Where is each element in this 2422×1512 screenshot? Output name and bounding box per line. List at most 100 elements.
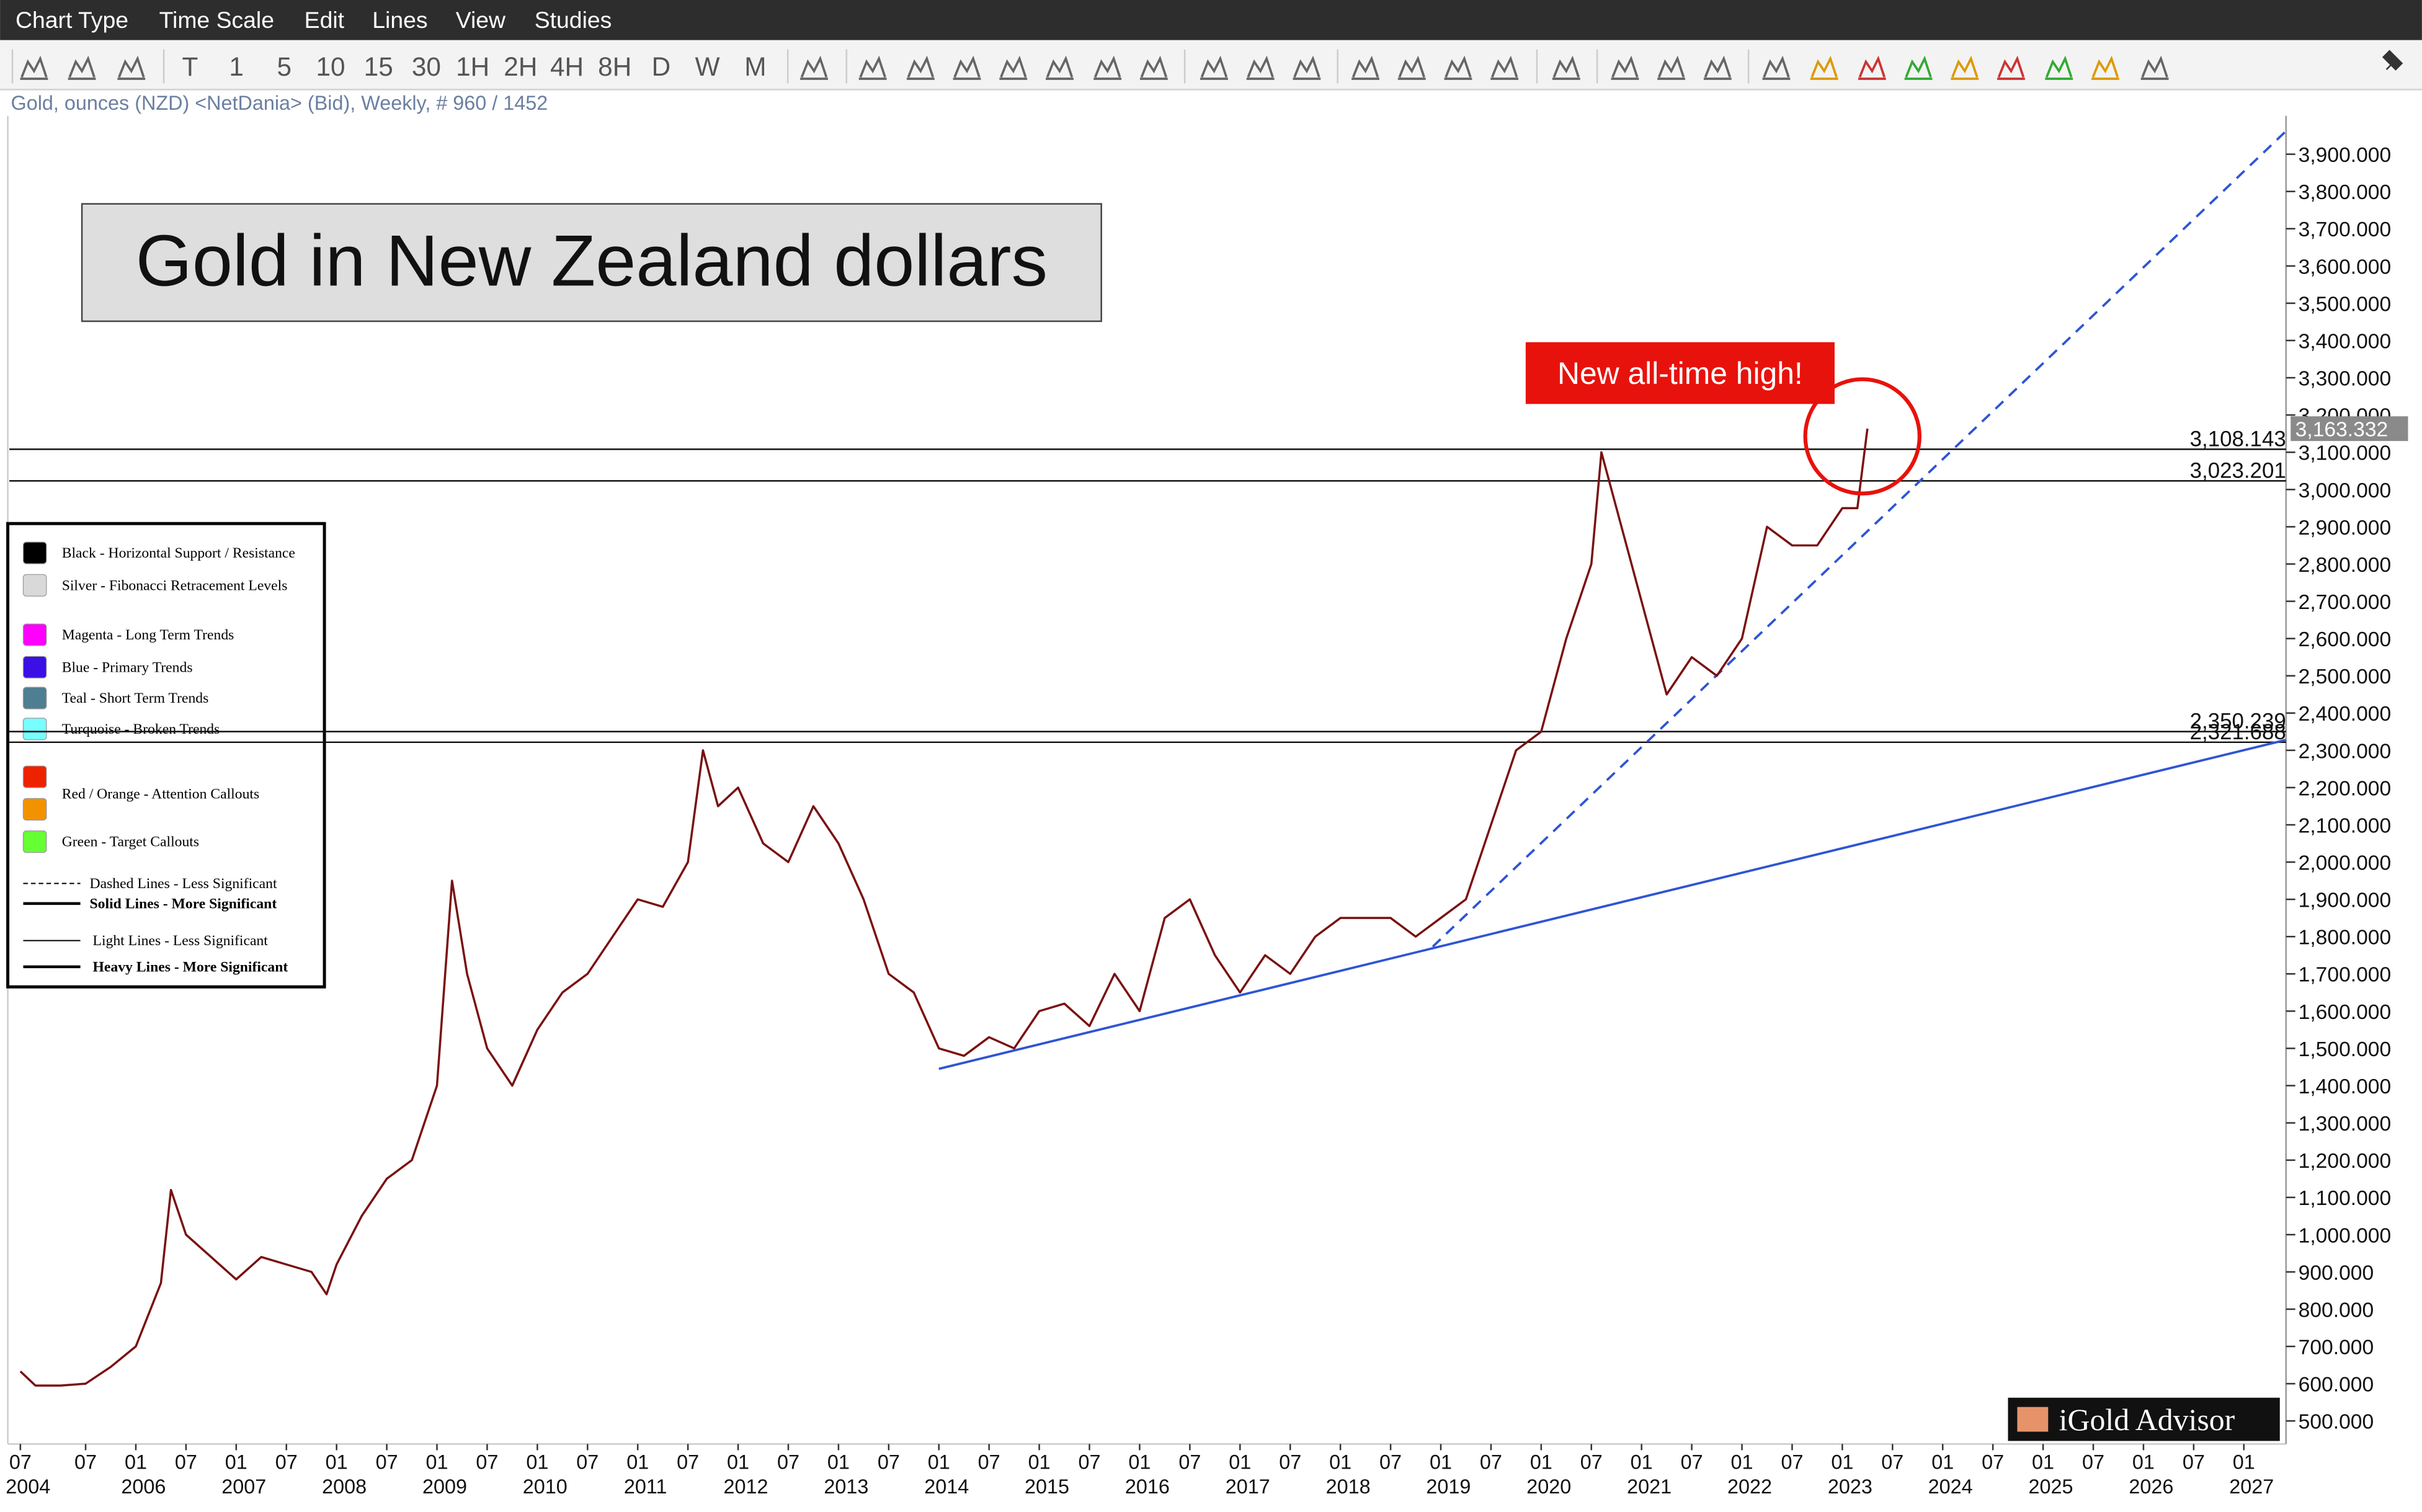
toolbar-icon[interactable] (1046, 55, 1074, 80)
toolbar-icon[interactable] (858, 55, 887, 80)
toolbar-icon[interactable] (1762, 55, 1791, 80)
toolbar-icon[interactable] (1200, 55, 1228, 80)
x-tick-label: 07 (1982, 1451, 2004, 1473)
toolbar-button[interactable]: 5 (277, 52, 292, 81)
level-label: 3,023.201 (2190, 458, 2286, 483)
toolbar-icon[interactable] (1397, 55, 1426, 80)
x-tick-label: 01 (1128, 1451, 1151, 1473)
toolbar-button[interactable]: 8H (598, 52, 631, 81)
x-tick-label: 01 (125, 1451, 147, 1473)
legend-swatch (22, 541, 47, 564)
x-year-label: 2027 (2229, 1475, 2274, 1498)
toolbar-button[interactable]: 15 (364, 52, 393, 81)
toolbar-button[interactable]: 4H (550, 52, 584, 81)
legend-swatch (22, 574, 47, 597)
annotation-circle (1803, 377, 1922, 496)
y-tick-label: 3,100.000 (2299, 442, 2392, 465)
toolbar-icon[interactable] (1246, 55, 1275, 80)
menu-item[interactable]: Lines (372, 7, 427, 33)
toolbar-icon[interactable] (1951, 55, 1979, 80)
x-tick-label: 01 (1229, 1451, 1251, 1473)
x-tick-label: 01 (1931, 1451, 1954, 1473)
toolbar-icon[interactable] (953, 55, 981, 80)
x-tick-label: 07 (1881, 1451, 1903, 1473)
x-tick-label: 01 (1028, 1451, 1051, 1473)
x-year-label: 2025 (2029, 1475, 2073, 1498)
x-tick-label: 07 (1480, 1451, 1502, 1473)
x-tick-label: 01 (1831, 1451, 1853, 1473)
toolbar-icon[interactable] (2140, 55, 2169, 80)
toolbar-icon[interactable] (999, 55, 1028, 80)
y-tick-label: 3,600.000 (2299, 256, 2392, 278)
toolbar-icon[interactable] (906, 55, 935, 80)
logo-text: iGold Advisor (2059, 1403, 2235, 1437)
toolbar-icon[interactable] (1490, 55, 1519, 80)
toolbar-icon[interactable] (1351, 55, 1379, 80)
legend-label: Solid Lines - More Significant (90, 896, 277, 912)
y-tick-label: 3,400.000 (2299, 330, 2392, 353)
toolbar-icon[interactable] (1810, 55, 1838, 80)
menu-item[interactable]: View (456, 7, 506, 33)
x-year-label: 2011 (624, 1475, 667, 1498)
toolbar-icon[interactable] (1139, 55, 1168, 80)
toolbar-button[interactable]: T (182, 52, 198, 81)
legend-label: Red / Orange - Attention Callouts (62, 786, 259, 802)
toolbar-button[interactable]: 2H (504, 52, 537, 81)
toolbar-icon[interactable] (68, 55, 96, 80)
toolbar-icon[interactable] (1293, 55, 1321, 80)
toolbar-button[interactable]: 1 (229, 52, 244, 81)
x-tick-label: 01 (225, 1451, 247, 1473)
toolbar-icon[interactable] (2045, 55, 2073, 80)
toolbar-icon[interactable] (1904, 55, 1933, 80)
toolbar-icon[interactable] (1858, 55, 1886, 80)
menu-item[interactable]: Studies (535, 7, 612, 33)
toolbar-icon[interactable] (1657, 55, 1686, 80)
toolbar-icon[interactable] (2091, 55, 2119, 80)
toolbar-button[interactable]: 1H (456, 52, 489, 81)
menu-item[interactable]: Edit (305, 7, 345, 33)
toolbar-icon[interactable] (117, 55, 146, 80)
legend-swatch (22, 830, 47, 853)
y-tick-label: 500.000 (2299, 1411, 2374, 1434)
toolbar-icon[interactable] (1093, 55, 1122, 80)
x-tick-label: 01 (1430, 1451, 1452, 1473)
toolbar-icon[interactable] (1611, 55, 1639, 80)
toolbar-button[interactable]: 30 (412, 52, 441, 81)
x-year-label: 2021 (1627, 1475, 1672, 1498)
x-year-label: 2026 (2129, 1475, 2173, 1498)
toolbar-icon[interactable] (1703, 55, 1732, 80)
y-tick-label: 600.000 (2299, 1374, 2374, 1397)
x-tick-label: 01 (928, 1451, 950, 1473)
toolbar-icon[interactable] (1444, 55, 1472, 80)
trendline (938, 739, 2287, 1070)
toolbar-icon[interactable] (20, 55, 48, 80)
legend-swatch (22, 798, 47, 820)
toolbar-button[interactable]: M (744, 52, 766, 81)
y-tick-label: 3,900.000 (2299, 144, 2392, 167)
x-tick-label: 07 (1580, 1451, 1603, 1473)
legend-label: Green - Target Callouts (62, 834, 199, 850)
legend-label: Turquoise - Broken Trends (62, 721, 220, 737)
y-tick-label: 2,400.000 (2299, 703, 2392, 726)
toolbar-button[interactable]: D (652, 52, 671, 81)
logo-box (2008, 1397, 2280, 1441)
y-tick-label: 1,400.000 (2299, 1075, 2392, 1098)
toolbar-icon[interactable] (1997, 55, 2025, 80)
toolbar-button[interactable]: W (695, 52, 720, 81)
x-tick-label: 07 (1681, 1451, 1703, 1473)
menu-item[interactable]: Time Scale (159, 7, 274, 33)
menu-item[interactable]: Chart Type (16, 7, 128, 33)
x-year-label: 2017 (1226, 1475, 1270, 1498)
x-year-label: 2015 (1025, 1475, 1069, 1498)
toolbar-icon[interactable] (1552, 55, 1580, 80)
last-price-box (2291, 416, 2408, 442)
y-tick-label: 2,000.000 (2299, 852, 2392, 875)
pin-icon[interactable] (2382, 50, 2403, 71)
legend-label: Black - Horizontal Support / Resistance (62, 545, 295, 561)
toolbar-button[interactable]: 10 (316, 52, 345, 81)
x-tick-label: 07 (275, 1451, 298, 1473)
x-year-label: 2007 (221, 1475, 266, 1498)
x-tick-label: 01 (2233, 1451, 2255, 1473)
y-tick-label: 2,300.000 (2299, 740, 2392, 763)
toolbar-icon[interactable] (800, 55, 828, 80)
